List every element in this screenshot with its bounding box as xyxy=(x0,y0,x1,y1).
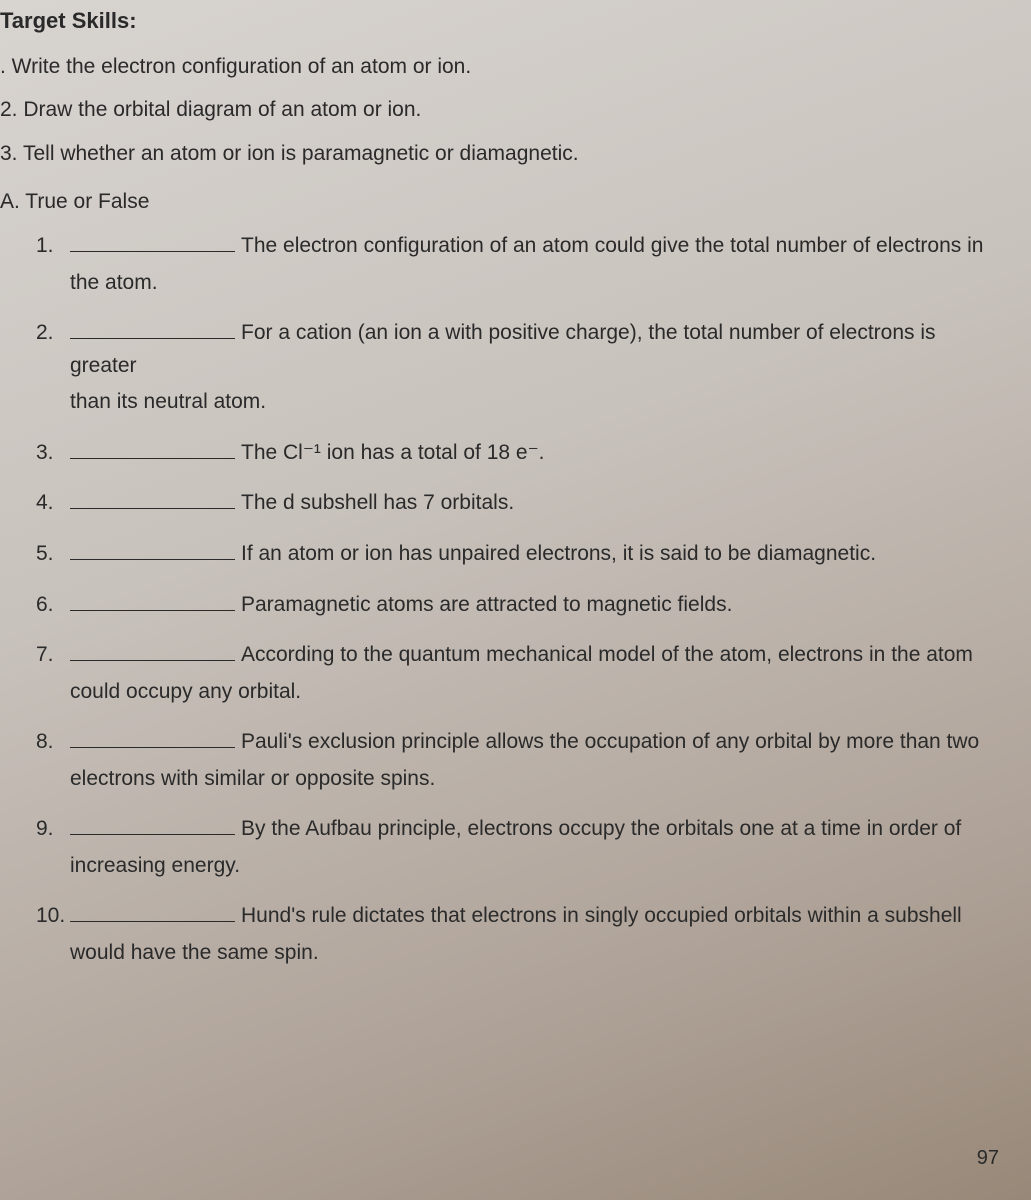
page-number: 97 xyxy=(977,1147,999,1170)
question-number: 9. xyxy=(36,813,70,846)
question-number: 6. xyxy=(36,589,70,622)
question-row: 10. Hund's rule dictates that electrons … xyxy=(36,900,1003,969)
question-text: If an atom or ion has unpaired electrons… xyxy=(241,542,876,565)
question-number: 4. xyxy=(36,487,70,520)
question-row: 2. For a cation (an ion a with positive … xyxy=(36,317,1003,419)
question-text: The d subshell has 7 orbitals. xyxy=(241,491,514,514)
question-number: 8. xyxy=(36,726,70,759)
question-row: 1. The electron configuration of an atom… xyxy=(36,230,1003,299)
question-text: Hund's rule dictates that electrons in s… xyxy=(241,904,962,927)
question-number: 3. xyxy=(36,437,70,470)
question-row: 3. The Cl⁻¹ ion has a total of 18 e⁻. xyxy=(36,437,1003,470)
skill-item: 2. Draw the orbital diagram of an atom o… xyxy=(0,95,1003,124)
answer-blank[interactable] xyxy=(70,901,235,922)
answer-blank[interactable] xyxy=(70,231,235,252)
true-false-questions: 1. The electron configuration of an atom… xyxy=(0,230,1003,969)
answer-blank[interactable] xyxy=(70,539,235,560)
section-a-label: A. True or False xyxy=(0,190,1003,214)
question-continuation: than its neutral atom. xyxy=(70,386,1003,419)
question-text: The electron configuration of an atom co… xyxy=(241,234,983,257)
question-number: 10. xyxy=(36,900,70,933)
question-number: 5. xyxy=(36,538,70,571)
question-continuation: the atom. xyxy=(70,267,1003,300)
answer-blank[interactable] xyxy=(70,488,235,509)
question-text: Pauli's exclusion principle allows the o… xyxy=(241,730,979,753)
question-row: 5. If an atom or ion has unpaired electr… xyxy=(36,538,1003,571)
question-continuation: would have the same spin. xyxy=(70,937,1003,970)
answer-blank[interactable] xyxy=(70,318,235,339)
answer-blank[interactable] xyxy=(70,814,235,835)
skills-list: . Write the electron configuration of an… xyxy=(0,52,1003,168)
question-row: 4. The d subshell has 7 orbitals. xyxy=(36,487,1003,520)
answer-blank[interactable] xyxy=(70,727,235,748)
question-row: 8. Pauli's exclusion principle allows th… xyxy=(36,726,1003,795)
answer-blank[interactable] xyxy=(70,590,235,611)
answer-blank[interactable] xyxy=(70,438,235,459)
skill-item: . Write the electron configuration of an… xyxy=(0,52,1003,81)
skill-item: 3. Tell whether an atom or ion is parama… xyxy=(0,139,1003,168)
question-number: 7. xyxy=(36,639,70,672)
question-row: 7. According to the quantum mechanical m… xyxy=(36,639,1003,708)
question-row: 9. By the Aufbau principle, electrons oc… xyxy=(36,813,1003,882)
answer-blank[interactable] xyxy=(70,640,235,661)
question-continuation: increasing energy. xyxy=(70,850,1003,883)
question-text: According to the quantum mechanical mode… xyxy=(241,643,973,666)
question-number: 2. xyxy=(36,317,70,350)
worksheet-page: Target Skills: . Write the electron conf… xyxy=(0,0,1031,969)
question-text: Paramagnetic atoms are attracted to magn… xyxy=(241,593,732,616)
question-number: 1. xyxy=(36,230,70,263)
target-skills-heading: Target Skills: xyxy=(0,8,1003,34)
question-text: By the Aufbau principle, electrons occup… xyxy=(241,817,961,840)
question-row: 6. Paramagnetic atoms are attracted to m… xyxy=(36,589,1003,622)
question-text: The Cl⁻¹ ion has a total of 18 e⁻. xyxy=(241,441,545,464)
question-continuation: electrons with similar or opposite spins… xyxy=(70,763,1003,796)
question-continuation: could occupy any orbital. xyxy=(70,676,1003,709)
